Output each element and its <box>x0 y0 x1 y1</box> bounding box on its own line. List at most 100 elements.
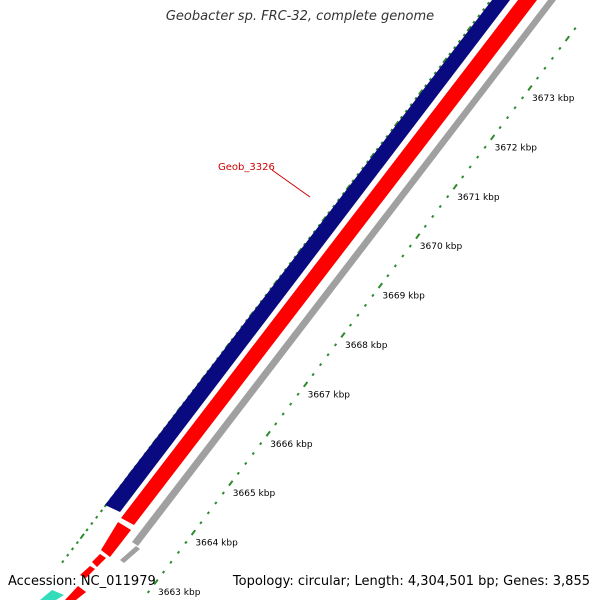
inner-minor-tick <box>176 550 181 554</box>
outer-minor-tick <box>99 509 104 513</box>
inner-major-tick <box>489 134 496 141</box>
inner-major-tick <box>452 183 458 190</box>
outer-minor-tick <box>70 547 75 551</box>
inner-minor-tick <box>446 194 450 199</box>
reverse-strand-gene[interactable] <box>92 554 106 567</box>
outer-minor-tick <box>327 210 331 215</box>
tick-label: 3666 kbp <box>270 440 313 450</box>
map-title: Geobacter sp. FRC-32, complete genome <box>165 9 435 24</box>
inner-minor-tick <box>371 293 375 298</box>
accession-text: Accession: NC_011979 <box>8 574 156 589</box>
outer-minor-tick <box>95 515 99 519</box>
inner-minor-tick <box>206 511 210 515</box>
inner-minor-tick <box>543 66 547 70</box>
inner-minor-tick <box>505 116 510 120</box>
outer-minor-tick <box>453 45 457 50</box>
inner-minor-tick <box>184 540 188 545</box>
inner-minor-tick <box>326 353 330 357</box>
rna-feature[interactable] <box>40 590 64 600</box>
outer-major-tick <box>418 89 424 96</box>
inner-minor-tick <box>281 412 285 416</box>
inner-minor-tick <box>333 343 338 347</box>
outer-minor-tick <box>303 242 307 246</box>
outer-minor-tick <box>307 236 312 240</box>
outer-minor-tick <box>428 77 432 82</box>
outer-minor-tick <box>477 14 481 18</box>
reverse-strand-gene[interactable] <box>80 566 95 578</box>
genome-backbone <box>132 0 556 546</box>
tick-label: 3665 kbp <box>233 489 276 499</box>
inner-minor-tick <box>461 175 465 179</box>
tick-label-group: 3663 kbp 3664 kbp 3665 kbp 3666 kbp 3667 kbp… <box>158 94 575 598</box>
inner-major-tick <box>415 233 421 240</box>
outer-minor-tick <box>293 255 297 259</box>
outer-minor-tick <box>75 541 79 545</box>
outer-major-tick <box>297 247 303 254</box>
inner-major-tick <box>564 35 571 42</box>
inner-minor-tick <box>318 363 323 367</box>
inner-major-tick <box>302 381 309 388</box>
outer-major-tick <box>321 216 327 222</box>
outer-major-tick <box>79 533 85 540</box>
reverse-strand-gene[interactable] <box>101 522 131 557</box>
outer-minor-tick <box>457 39 461 44</box>
outer-minor-tick <box>351 179 355 183</box>
reverse-strand-gene[interactable] <box>65 586 86 600</box>
outer-major-tick <box>442 57 448 64</box>
inner-minor-tick <box>244 461 248 466</box>
inner-minor-tick <box>214 501 218 505</box>
inner-minor-tick <box>259 441 263 446</box>
outer-minor-tick <box>90 521 94 526</box>
inner-tick-track <box>146 27 577 594</box>
forward-strand-gene[interactable] <box>105 0 510 512</box>
inner-minor-tick <box>408 244 412 248</box>
outer-minor-tick <box>375 147 379 151</box>
inner-minor-tick <box>498 125 502 130</box>
inner-major-tick <box>265 430 271 437</box>
tick-label: 3664 kbp <box>195 539 238 549</box>
outer-major-tick <box>369 152 375 159</box>
inner-major-tick <box>190 529 196 536</box>
outer-minor-tick <box>462 33 466 37</box>
inner-minor-tick <box>401 254 405 258</box>
inner-minor-tick <box>513 106 517 110</box>
inner-major-tick <box>153 578 159 586</box>
outer-major-tick <box>466 25 472 32</box>
outer-minor-tick <box>385 134 389 139</box>
inner-minor-tick <box>520 96 525 100</box>
outer-minor-tick <box>312 230 316 234</box>
tick-label: 3673 kbp <box>532 94 575 104</box>
inner-minor-tick <box>199 521 203 525</box>
outer-major-tick <box>345 184 351 191</box>
inner-minor-tick <box>558 46 562 51</box>
outer-minor-tick <box>336 198 341 202</box>
tick-label: 3663 kbp <box>158 588 201 598</box>
outer-minor-tick <box>438 65 442 69</box>
inner-minor-tick <box>386 274 390 278</box>
inner-major-tick <box>340 332 346 338</box>
inner-minor-tick <box>236 471 240 476</box>
outer-minor-tick <box>85 528 89 532</box>
outer-major-tick <box>393 120 400 127</box>
gene-label-leader <box>271 169 311 198</box>
inner-minor-tick <box>550 56 555 60</box>
outer-minor-tick <box>486 1 490 5</box>
inner-minor-tick <box>476 155 480 159</box>
outer-minor-tick <box>341 192 345 196</box>
tick-label: 3671 kbp <box>457 193 500 203</box>
outer-minor-tick <box>66 553 70 557</box>
outer-minor-tick <box>399 115 403 120</box>
outer-minor-tick <box>332 204 336 208</box>
inner-minor-tick <box>311 372 315 377</box>
outer-minor-tick <box>380 141 384 145</box>
reverse-strand-gene[interactable] <box>121 0 537 525</box>
inner-minor-tick <box>483 145 487 149</box>
outer-minor-tick <box>356 172 360 177</box>
gene-label[interactable]: Geob_3326 <box>218 162 275 173</box>
outer-minor-tick <box>448 52 452 56</box>
inner-minor-tick <box>438 204 442 209</box>
outer-minor-tick <box>409 103 413 107</box>
outer-minor-tick <box>365 160 370 164</box>
outer-minor-tick <box>414 96 418 101</box>
